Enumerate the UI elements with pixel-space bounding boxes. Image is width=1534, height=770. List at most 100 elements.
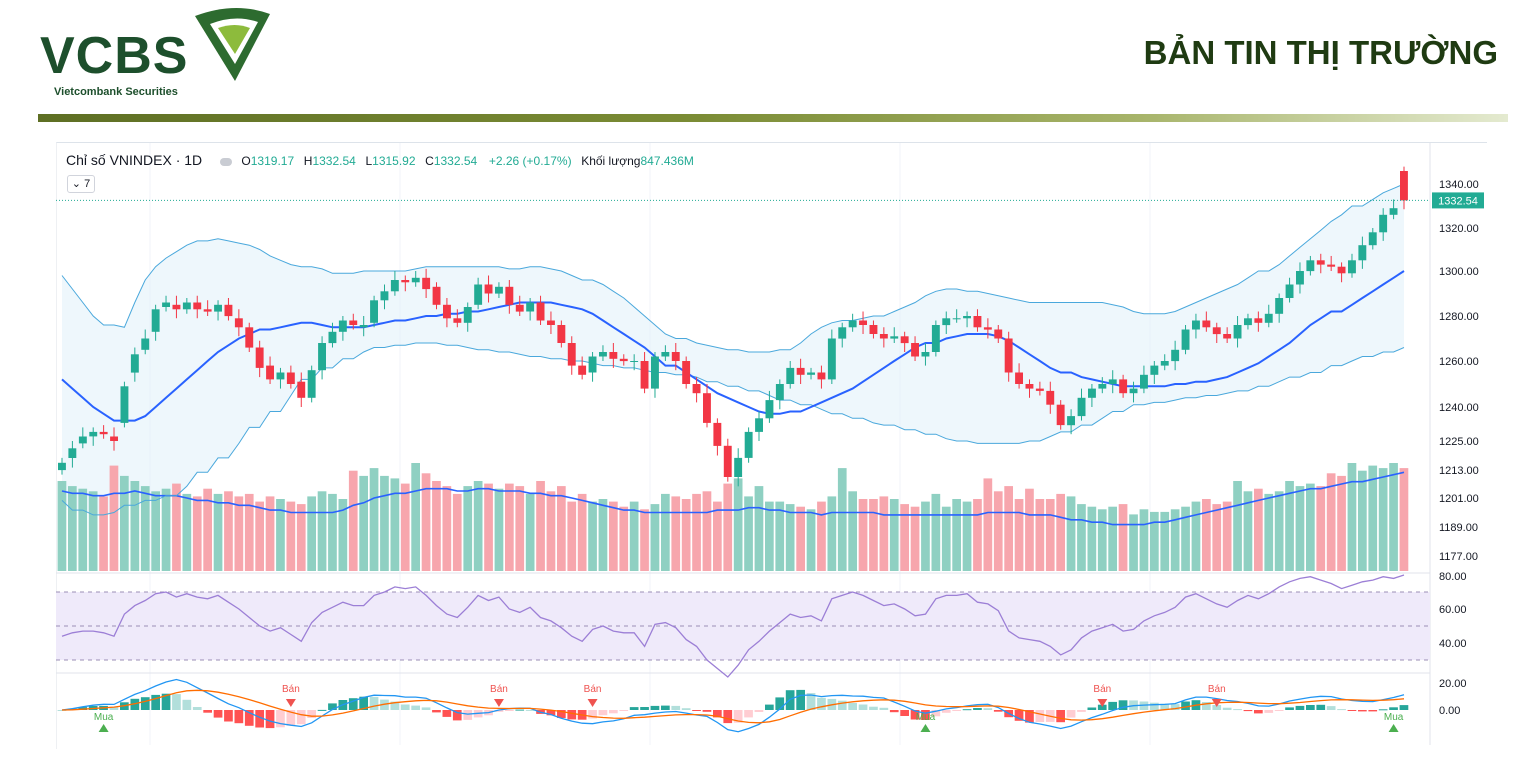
volume-bar <box>432 481 441 571</box>
macd-histogram-bar <box>172 694 181 710</box>
volume-bar <box>1243 491 1253 571</box>
page-title: BẢN TIN THỊ TRƯỜNG <box>1143 34 1498 71</box>
volume-bar <box>172 483 181 571</box>
candle-body <box>255 347 264 368</box>
indicator-collapse-button[interactable]: ⌄ 7 <box>67 175 95 193</box>
buy-signal-label: Mua <box>94 712 114 723</box>
candle-body <box>286 372 295 384</box>
volume-bar <box>598 499 608 571</box>
symbol-label[interactable]: Chỉ số VNINDEX · 1D <box>66 152 203 168</box>
macd-histogram-bar <box>858 704 868 710</box>
volume-bar <box>661 493 670 571</box>
candle-body <box>890 336 899 339</box>
candle-body <box>963 316 971 319</box>
volume-bar <box>692 493 701 571</box>
macd-histogram-bar <box>640 707 649 710</box>
candle-body <box>349 320 358 325</box>
volume-bar <box>286 501 296 571</box>
price-tick-label: 1240.00 <box>1439 402 1479 414</box>
sell-signal-icon <box>1211 699 1222 707</box>
volume-bar <box>1274 491 1284 571</box>
candle-body <box>505 286 514 305</box>
macd-histogram-bar <box>629 707 639 710</box>
volume-bar <box>473 481 483 571</box>
macd-histogram-bar <box>276 710 285 728</box>
candle-body <box>443 304 451 319</box>
candle-body <box>1348 260 1356 274</box>
volume-bar <box>1285 481 1294 571</box>
volume-bar <box>869 499 878 571</box>
candle-body <box>422 277 431 290</box>
visibility-dot-icon[interactable] <box>219 157 232 166</box>
buy-signal-label: Mua <box>1384 712 1404 723</box>
price-tick-label: 1300.00 <box>1439 266 1479 278</box>
header-divider <box>38 114 1508 122</box>
logo-leaf-icon <box>195 7 270 81</box>
sell-signal-icon <box>1097 699 1108 707</box>
volume-bar <box>557 486 566 571</box>
candle-body <box>182 302 191 310</box>
volume-bar <box>1150 511 1159 571</box>
macd-histogram-bar <box>1368 710 1378 712</box>
candle-body <box>1067 416 1075 426</box>
macd-histogram-bar <box>973 708 982 710</box>
price-tick-label: 1177.00 <box>1439 551 1478 563</box>
candle-body <box>484 284 493 294</box>
candle-body <box>266 365 274 380</box>
volume-bar <box>1108 506 1117 571</box>
candle-body <box>557 325 566 343</box>
volume-bar <box>1191 501 1201 571</box>
price-tick-label: 1225.00 <box>1439 436 1479 448</box>
candle-body <box>110 436 118 441</box>
volume-bar <box>973 499 982 571</box>
macd-histogram-bar <box>931 710 941 717</box>
macd-histogram-bar <box>806 693 816 710</box>
macd-histogram-bar <box>754 710 764 712</box>
candle-body <box>640 361 649 389</box>
volume-bar <box>390 478 400 571</box>
macd-histogram-bar <box>1077 710 1086 712</box>
volume-bar <box>713 501 722 571</box>
high-label: H <box>303 154 313 168</box>
high-value: 1332.54 <box>312 154 356 168</box>
macd-histogram-bar <box>463 710 473 720</box>
sell-signal-icon <box>587 699 598 707</box>
last-price-tag <box>1432 192 1484 209</box>
macd-histogram-bar <box>941 710 951 713</box>
volume-bar <box>1389 463 1398 571</box>
candle-body <box>1119 379 1128 394</box>
macd-histogram-bar <box>1056 710 1065 723</box>
volume-bar <box>359 475 368 571</box>
candle-body <box>734 457 743 477</box>
volume-bar <box>380 475 389 571</box>
macd-histogram-bar <box>244 710 254 726</box>
macd-histogram-bar <box>109 706 119 710</box>
candle-body <box>318 343 326 371</box>
macd-histogram-bar <box>369 696 379 710</box>
candle-body <box>931 325 940 352</box>
volume-bar <box>1170 509 1180 571</box>
volume-bar <box>1378 468 1388 571</box>
macd-histogram-bar <box>1202 702 1211 710</box>
candle-body <box>911 343 919 357</box>
rsi-tick-label: 80.00 <box>1439 571 1467 583</box>
macd-histogram-bar <box>1378 709 1388 711</box>
macd-histogram-bar <box>661 705 670 710</box>
macd-histogram-bar <box>161 693 171 710</box>
volume-bar <box>848 491 857 571</box>
macd-histogram-bar <box>1160 703 1170 710</box>
macd-histogram-bar <box>432 710 441 713</box>
macd-histogram-bar <box>255 710 264 728</box>
candle-body <box>807 372 815 375</box>
candle-body <box>942 318 951 326</box>
macd-histogram-bar <box>1097 704 1107 710</box>
change-value: +2.26 (+0.17%) <box>488 154 572 168</box>
candle-body <box>390 280 399 292</box>
macd-histogram-bar <box>1306 705 1315 710</box>
macd-histogram-bar <box>921 710 930 720</box>
volume-bar <box>130 481 140 571</box>
candle-body <box>973 316 982 328</box>
volume-bar <box>1025 488 1034 571</box>
bollinger-mid-line <box>61 270 1405 422</box>
